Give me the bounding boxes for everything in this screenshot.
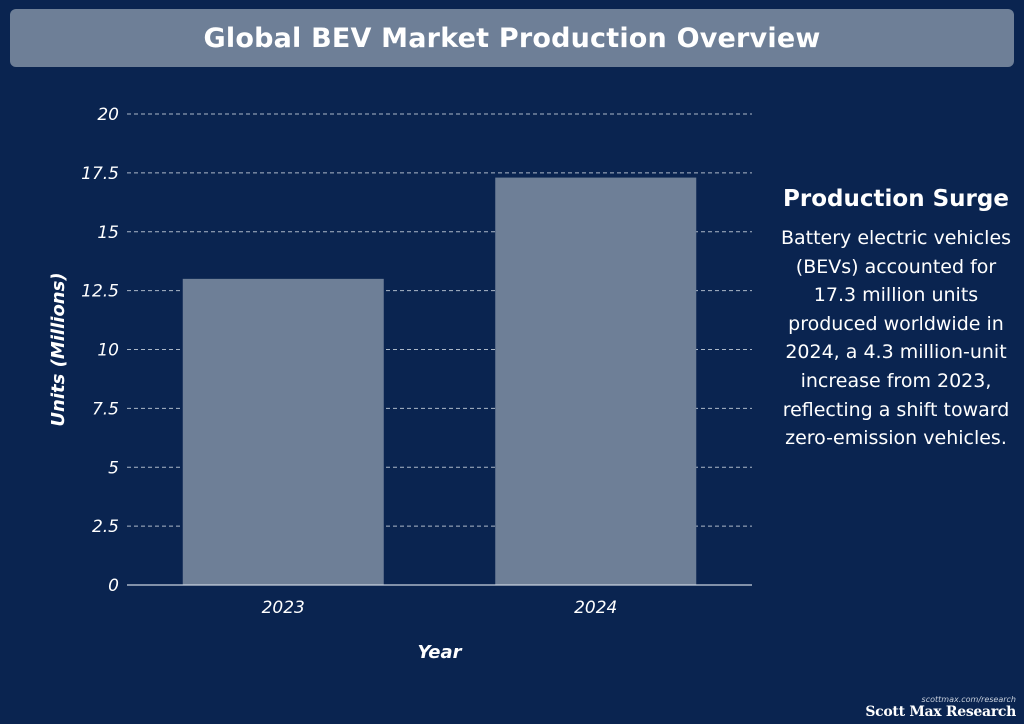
y-tick-label: 17.5 xyxy=(81,164,119,184)
y-tick-label: 15 xyxy=(97,223,119,243)
title-bar: Global BEV Market Production Overview xyxy=(10,9,1014,67)
y-tick-label: 12.5 xyxy=(81,282,119,302)
y-tick-label: 7.5 xyxy=(92,399,119,419)
chart-title: Global BEV Market Production Overview xyxy=(203,22,821,54)
y-tick-label: 10 xyxy=(97,341,119,361)
credit-url: scottmax.com/research xyxy=(921,695,1016,704)
x-axis-title: Year xyxy=(418,642,463,663)
bar xyxy=(495,177,697,585)
y-tick-label: 20 xyxy=(97,105,119,125)
side-panel: Production Surge Battery electric vehicl… xyxy=(780,186,1012,453)
side-body: Battery electric vehicles (BEVs) account… xyxy=(780,227,1012,450)
y-axis-title: Units (Millions) xyxy=(48,272,69,426)
side-heading: Production Surge xyxy=(783,186,1009,212)
y-tick-label: 2.5 xyxy=(92,517,119,537)
x-tick-label: 2024 xyxy=(574,598,617,618)
bar xyxy=(182,278,384,585)
x-tick-label: 2023 xyxy=(262,598,305,618)
y-tick-label: 0 xyxy=(108,576,119,596)
y-tick-label: 5 xyxy=(108,458,119,478)
credit-brand: Scott Max Research xyxy=(865,704,1016,720)
